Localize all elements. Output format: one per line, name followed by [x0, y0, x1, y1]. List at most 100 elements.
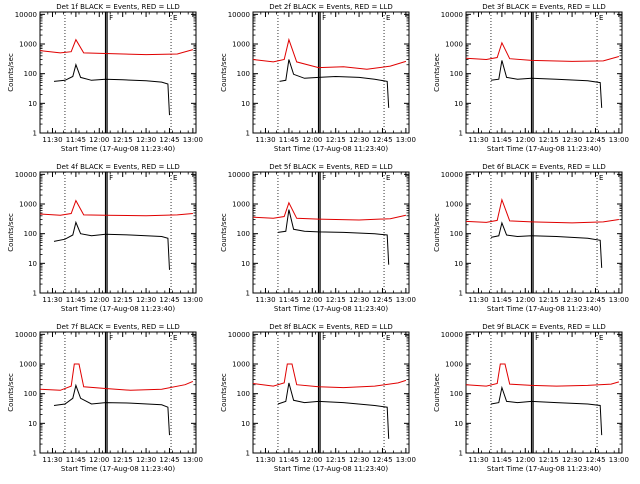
x-tick-label: 12:45 [585, 296, 605, 304]
y-tick-label: 10000 [228, 171, 250, 179]
marker-label-f: F [535, 334, 539, 342]
marker-label-f: F [535, 14, 539, 22]
x-tick-label: 12:15 [326, 456, 346, 464]
plot-frame [39, 331, 197, 454]
y-axis-label: Counts/sec [7, 53, 15, 92]
series-lld-line [252, 37, 407, 70]
plot-frame [465, 11, 623, 134]
x-axis-label: Start Time (17-Aug-08 11:23:40) [274, 465, 388, 473]
panel-det-2: Det 2f BLACK = Events, RED = LLD 1 10 100 10… [220, 3, 416, 153]
y-axis-label: Counts/sec [433, 373, 441, 412]
x-axis-label: Start Time (17-Aug-08 11:23:40) [487, 465, 601, 473]
y-tick-label: 1 [459, 290, 463, 298]
x-axis-label: Start Time (17-Aug-08 11:23:40) [274, 145, 388, 153]
plot-frame [39, 171, 197, 294]
y-tick-label: 1 [246, 290, 250, 298]
y-tick-label: 100 [24, 70, 37, 78]
x-tick-label: 12:30 [349, 136, 369, 144]
y-tick-label: 100 [450, 70, 463, 78]
x-tick-label: 12:00 [302, 456, 322, 464]
x-tick-label: 12:15 [539, 136, 559, 144]
y-tick-label: 100 [237, 70, 250, 78]
marker-label-e: E [599, 174, 603, 182]
marker-label-e: E [386, 174, 390, 182]
x-tick-label: 12:00 [515, 456, 535, 464]
y-tick-label: 10 [454, 100, 463, 108]
series-lld-line [465, 41, 620, 62]
y-axis-label: Counts/sec [433, 213, 441, 252]
x-tick-label: 13:00 [396, 136, 416, 144]
marker-label-e: E [386, 14, 390, 22]
y-tick-label: 10 [28, 260, 37, 268]
panel-title: Det 3f BLACK = Events, RED = LLD [482, 3, 605, 11]
x-tick-label: 12:00 [89, 456, 109, 464]
series-lld-line [465, 197, 619, 224]
series-events-line [53, 63, 170, 116]
y-tick-label: 1000 [19, 41, 37, 49]
panel-title: Det 4f BLACK = Events, RED = LLD [56, 163, 179, 171]
x-tick-label: 12:45 [159, 456, 179, 464]
y-tick-label: 1000 [232, 201, 250, 209]
x-tick-label: 12:30 [562, 136, 582, 144]
y-tick-label: 100 [450, 390, 463, 398]
x-tick-label: 12:30 [136, 456, 156, 464]
marker-label-e: E [173, 174, 177, 182]
series-events-line [277, 209, 390, 265]
x-tick-label: 13:00 [183, 456, 203, 464]
x-tick-label: 12:00 [515, 136, 535, 144]
y-tick-label: 10 [454, 260, 463, 268]
x-axis-label: Start Time (17-Aug-08 11:23:40) [61, 465, 175, 473]
marker-label-e: E [599, 334, 603, 342]
marker-label-e: E [386, 334, 390, 342]
y-tick-label: 100 [237, 390, 250, 398]
x-tick-label: 12:00 [515, 296, 535, 304]
marker-label-e: E [173, 14, 177, 22]
x-tick-label: 11:30 [468, 456, 488, 464]
y-tick-label: 1 [459, 130, 463, 138]
y-tick-label: 10 [241, 260, 250, 268]
x-tick-label: 12:15 [113, 136, 133, 144]
y-tick-label: 1000 [445, 201, 463, 209]
series-lld-line [252, 363, 407, 389]
x-tick-label: 12:15 [113, 456, 133, 464]
y-tick-label: 10000 [228, 11, 250, 19]
x-tick-label: 11:45 [279, 296, 299, 304]
y-axis-label: Counts/sec [220, 213, 228, 252]
y-tick-label: 100 [237, 230, 250, 238]
x-tick-label: 12:30 [136, 296, 156, 304]
x-tick-label: 11:45 [66, 136, 86, 144]
plot-frame [39, 11, 197, 134]
y-tick-label: 1000 [19, 361, 37, 369]
y-axis-label: Counts/sec [220, 53, 228, 92]
y-tick-label: 10000 [15, 11, 37, 19]
series-lld-line [465, 363, 620, 387]
y-tick-label: 1000 [232, 361, 250, 369]
marker-label-f: F [109, 174, 113, 182]
x-tick-label: 13:00 [396, 296, 416, 304]
series-lld-line [39, 199, 193, 217]
y-axis-label: Counts/sec [220, 373, 228, 412]
marker-label-f: F [109, 334, 113, 342]
y-tick-label: 10000 [441, 171, 463, 179]
y-tick-label: 10000 [15, 331, 37, 339]
y-tick-label: 10000 [15, 171, 37, 179]
series-lld-line [39, 363, 194, 391]
x-axis-label: Start Time (17-Aug-08 11:23:40) [274, 305, 388, 313]
panel-title: Det 6f BLACK = Events, RED = LLD [482, 163, 605, 171]
x-tick-label: 11:30 [42, 296, 62, 304]
x-tick-label: 12:45 [372, 296, 392, 304]
x-tick-label: 13:00 [396, 456, 416, 464]
marker-label-f: F [109, 14, 113, 22]
x-axis-label: Start Time (17-Aug-08 11:23:40) [61, 145, 175, 153]
plot-frame [465, 331, 623, 454]
y-tick-label: 1000 [232, 41, 250, 49]
x-tick-label: 12:15 [113, 296, 133, 304]
panel-det-8: Det 8f BLACK = Events, RED = LLD 1 10 100 10… [220, 323, 416, 473]
marker-label-f: F [322, 334, 326, 342]
y-tick-label: 10 [241, 420, 250, 428]
x-tick-label: 12:30 [562, 456, 582, 464]
plot-frame [252, 11, 410, 134]
series-events-line [53, 383, 170, 436]
x-tick-label: 11:30 [42, 456, 62, 464]
